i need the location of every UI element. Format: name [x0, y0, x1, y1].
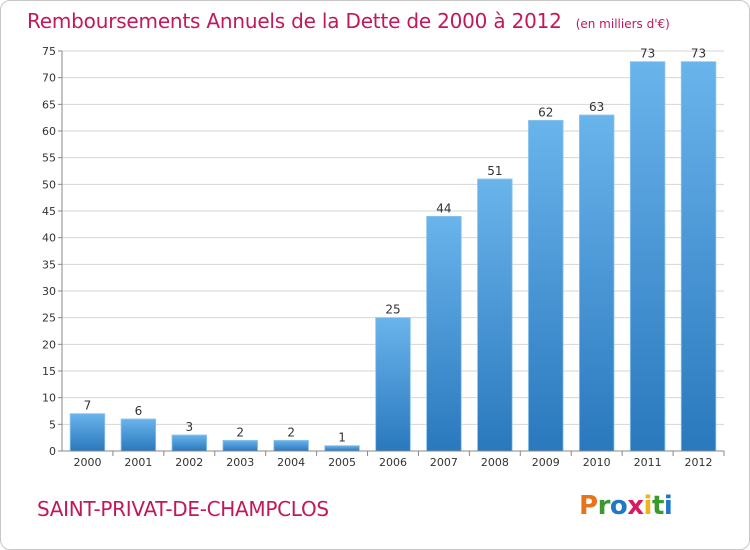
y-tick-label: 60 [42, 125, 56, 138]
logo-letter: t [651, 491, 664, 521]
logo-letter: P [579, 491, 598, 521]
x-axis: 2000 2001 2002 2003 2004 2005 2006 2007 2008 2009… [62, 450, 725, 469]
x-tick-label-2011: 2011 [634, 456, 662, 469]
x-tick-label-2001: 2001 [124, 456, 152, 469]
x-tick-label-2003: 2003 [226, 456, 254, 469]
bar-label-2011: 73 [640, 47, 655, 61]
y-tick-label: 75 [42, 45, 56, 58]
chart-title: Remboursements Annuels de la Dette de 20… [27, 9, 670, 33]
bars [69, 61, 717, 452]
logo-letter: i [663, 491, 673, 521]
y-tick-label: 0 [49, 445, 56, 458]
x-tick-label-2010: 2010 [583, 456, 611, 469]
bar-label-2005: 1 [338, 431, 346, 445]
logo-letter: x [627, 491, 644, 521]
bar-2009 [528, 119, 564, 452]
bar-2012 [680, 61, 717, 452]
logo-letter: o [609, 491, 628, 521]
x-tick-label-2005: 2005 [328, 456, 356, 469]
bar-2007 [426, 215, 462, 452]
x-tick-label-2004: 2004 [277, 456, 305, 469]
bar-label-2001: 6 [135, 404, 143, 418]
x-tick-label-2002: 2002 [175, 456, 203, 469]
x-tick-label-2000: 2000 [73, 456, 101, 469]
bar-label-2004: 2 [287, 425, 295, 439]
bar-label-2000: 7 [84, 399, 92, 413]
y-tick-label: 65 [42, 98, 56, 111]
bar-2001 [120, 418, 157, 452]
y-tick-label: 10 [42, 392, 56, 405]
bar-2000 [69, 413, 106, 452]
bar-label-2010: 63 [589, 100, 604, 114]
bar-label-2006: 25 [385, 303, 400, 317]
y-tick-label: 35 [42, 258, 56, 271]
bar-label-2008: 51 [487, 164, 502, 178]
y-tick-label: 20 [42, 338, 56, 351]
y-tick-label: 5 [49, 418, 56, 431]
y-tick-label: 70 [42, 72, 56, 85]
bar-2005 [324, 445, 360, 452]
y-tick-label: 15 [42, 365, 56, 378]
logo-letter: r [597, 491, 611, 521]
y-tick-label: 50 [42, 178, 56, 191]
y-axis: 0 5 10 15 20 25 30 35 40 45 50 55 60 65 70 75 [42, 45, 63, 458]
bar-2003 [222, 439, 258, 452]
bar-2008 [477, 178, 513, 452]
bar-2006 [375, 317, 411, 452]
x-tick-label-2006: 2006 [379, 456, 407, 469]
commune-name: SAINT-PRIVAT-DE-CHAMPCLOS [37, 497, 329, 521]
x-tick-label-2008: 2008 [481, 456, 509, 469]
y-tick-label: 45 [42, 205, 56, 218]
bar-2004 [273, 439, 309, 452]
title-text: Remboursements Annuels de la Dette de 20… [27, 9, 562, 33]
x-tick-label-2012: 2012 [685, 456, 713, 469]
logo-letter: i [643, 491, 653, 521]
bar-2010 [578, 114, 615, 452]
y-tick-label: 55 [42, 152, 56, 165]
unit-text: (en milliers d'€) [575, 17, 670, 31]
bar-label-2003: 2 [236, 425, 244, 439]
bar-label-2002: 3 [185, 420, 193, 434]
y-tick-label: 30 [42, 285, 56, 298]
y-tick-label: 40 [42, 232, 56, 245]
x-tick-label-2009: 2009 [532, 456, 560, 469]
bar-2002 [171, 434, 208, 452]
proxiti-logo: Proxiti [579, 491, 673, 521]
x-tick-label-2007: 2007 [430, 456, 458, 469]
bar-2011 [629, 61, 666, 452]
bar-label-2012: 73 [691, 47, 706, 61]
bar-label-2007: 44 [436, 201, 451, 215]
y-tick-label: 25 [42, 312, 56, 325]
bar-label-2009: 62 [538, 105, 553, 119]
